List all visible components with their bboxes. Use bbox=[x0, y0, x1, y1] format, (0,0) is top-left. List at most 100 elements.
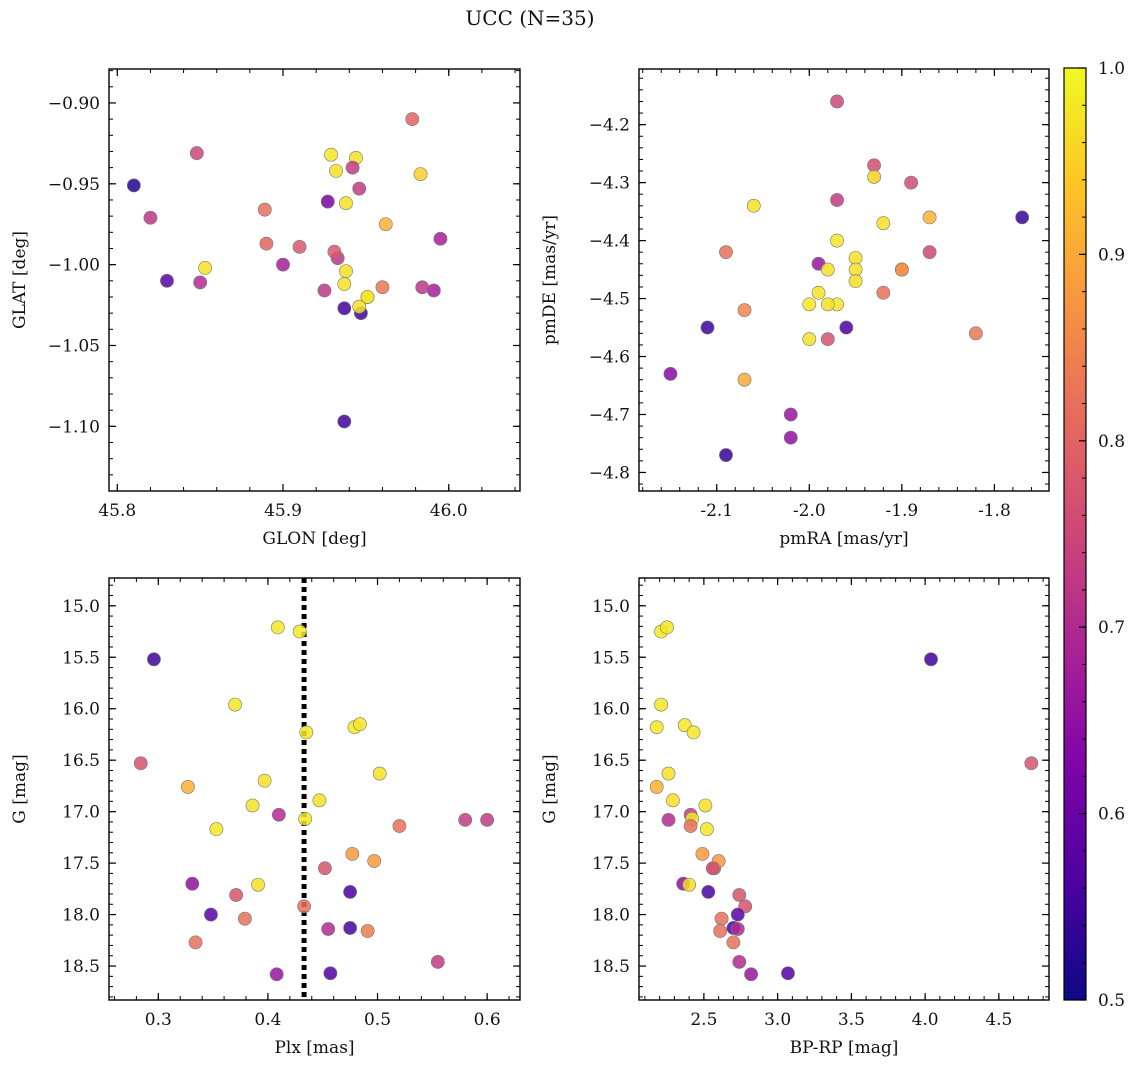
scatter-point bbox=[367, 854, 382, 868]
scatter-point bbox=[830, 193, 844, 207]
panels-group: 45.8 45.9 46.0 −0.90 −0.95 −1.00 −1.05 −1.10 GLO… bbox=[10, 68, 1050, 1058]
scatter-point bbox=[719, 245, 733, 260]
scatter-point bbox=[204, 907, 218, 922]
scatter-point bbox=[701, 885, 716, 899]
scatter-point bbox=[185, 876, 200, 891]
figure-title: UCC (N=35) bbox=[465, 6, 595, 30]
y-tick-label: −1.10 bbox=[48, 417, 100, 437]
scatter-point bbox=[713, 924, 728, 938]
x-tick-label: 2.5 bbox=[690, 1010, 717, 1030]
x-tick-label: 0.4 bbox=[254, 1010, 281, 1030]
scatter-point bbox=[297, 899, 311, 914]
scatter-point bbox=[695, 846, 710, 861]
scatter-point bbox=[298, 811, 313, 826]
scatter-panel-3: 0.3 0.4 0.5 0.6 15.0 15.5 16.0 16.5 17.0 17.5 18.0… bbox=[10, 577, 521, 1058]
scatter-point bbox=[922, 210, 937, 225]
x-axis-label: Plx [mas] bbox=[274, 1038, 354, 1058]
scatter-point bbox=[802, 297, 817, 312]
scatter-point bbox=[193, 275, 208, 290]
y-axis-label: G [mag] bbox=[540, 754, 560, 823]
y-axis-label: GLAT [deg] bbox=[10, 231, 30, 329]
colorbar-tick-label: 0.8 bbox=[1098, 432, 1125, 452]
scatter-point bbox=[292, 624, 307, 639]
scatter-point bbox=[811, 285, 826, 300]
scatter-point bbox=[360, 924, 375, 938]
x-tick-label: -1.8 bbox=[978, 501, 1011, 521]
x-tick-label: -1.9 bbox=[885, 501, 918, 521]
y-tick-label: −0.95 bbox=[48, 175, 100, 195]
scatter-point bbox=[209, 822, 224, 837]
scatter-point bbox=[1015, 210, 1030, 225]
scatter-point bbox=[292, 239, 307, 254]
x-tick-label: 4.0 bbox=[912, 1010, 939, 1030]
scatter-point bbox=[730, 922, 745, 936]
scatter-point bbox=[339, 264, 353, 279]
y-tick-label: 18.0 bbox=[62, 906, 100, 926]
colorbar-tick-label: 1.0 bbox=[1098, 59, 1125, 79]
scatter-point bbox=[802, 332, 817, 347]
scatter-point bbox=[392, 819, 407, 833]
scatter-point bbox=[839, 320, 854, 335]
scatter-point bbox=[894, 262, 909, 277]
scatter-point bbox=[730, 907, 745, 922]
scatter-point bbox=[320, 194, 335, 209]
scatter-point bbox=[133, 756, 148, 771]
y-tick-label: 17.0 bbox=[592, 803, 630, 823]
scatter-point bbox=[257, 202, 272, 217]
plot-frame bbox=[638, 577, 1050, 1001]
scatter-point bbox=[1024, 756, 1039, 771]
scatter-point bbox=[259, 236, 274, 251]
colorbar-gradient bbox=[1063, 67, 1087, 1001]
scatter-point bbox=[705, 861, 720, 876]
scatter-point bbox=[848, 274, 863, 289]
scatter-point bbox=[372, 766, 387, 781]
scatter-point bbox=[781, 966, 795, 981]
y-tick-label: 16.0 bbox=[62, 700, 100, 720]
scatter-point bbox=[848, 262, 863, 277]
y-tick-label: −4.7 bbox=[589, 405, 630, 425]
scatter-point bbox=[276, 257, 290, 272]
scatter-point bbox=[337, 414, 352, 429]
scatter-point bbox=[922, 245, 937, 260]
scatter-point bbox=[732, 955, 747, 969]
scatter-point bbox=[732, 888, 747, 902]
scatter-point bbox=[318, 861, 332, 876]
scatter-point bbox=[415, 280, 430, 295]
scatter-point bbox=[126, 178, 141, 193]
scatter-point bbox=[378, 217, 393, 232]
scatter-point bbox=[353, 717, 367, 732]
data-points bbox=[133, 620, 495, 982]
scatter-point bbox=[458, 812, 473, 827]
scatter-point bbox=[666, 793, 680, 808]
scatter-point bbox=[830, 233, 844, 248]
scatter-point bbox=[660, 620, 674, 635]
scatter-point bbox=[904, 175, 918, 190]
y-tick-label: 18.5 bbox=[592, 957, 630, 977]
y-tick-label: 17.0 bbox=[62, 803, 100, 823]
scatter-point bbox=[848, 251, 863, 265]
scatter-point bbox=[700, 320, 715, 335]
scatter-point bbox=[480, 812, 495, 827]
scatter-point bbox=[188, 935, 203, 950]
x-tick-label: 0.5 bbox=[364, 1010, 391, 1030]
x-tick-label: 0.6 bbox=[474, 1010, 501, 1030]
scatter-point bbox=[876, 216, 891, 231]
scatter-point bbox=[405, 112, 420, 127]
x-tick-label: 45.8 bbox=[98, 501, 136, 521]
scatter-point bbox=[345, 846, 360, 861]
scatter-point bbox=[699, 822, 714, 837]
scatter-point bbox=[324, 147, 338, 162]
scatter-point bbox=[698, 798, 713, 813]
scatter-point bbox=[228, 697, 242, 712]
scatter-point bbox=[251, 877, 265, 892]
y-tick-label: 16.5 bbox=[62, 751, 100, 771]
colorbar-tick-label: 0.6 bbox=[1098, 805, 1125, 825]
scatter-point bbox=[663, 367, 678, 381]
y-tick-label: 15.0 bbox=[592, 597, 630, 617]
scatter-point bbox=[661, 766, 676, 781]
y-tick-label: 18.5 bbox=[62, 957, 100, 977]
scatter-point bbox=[269, 967, 284, 982]
y-tick-label: −0.90 bbox=[48, 94, 100, 114]
scatter-point bbox=[744, 967, 758, 982]
scatter-point bbox=[270, 620, 285, 635]
